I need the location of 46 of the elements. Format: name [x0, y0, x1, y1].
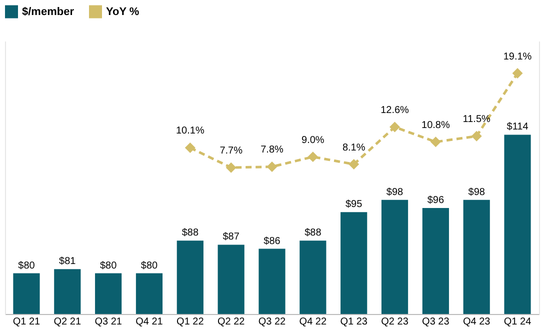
- data-label: 9.0%: [302, 134, 324, 146]
- x-tick-label: Q1 24: [504, 316, 532, 328]
- x-tick-label: Q3 21: [94, 316, 122, 328]
- point: [308, 152, 318, 162]
- point: [512, 68, 523, 79]
- x-tick-label: Q3 22: [258, 316, 286, 328]
- data-label: $96: [427, 195, 444, 206]
- x-tick-label: Q4 21: [136, 316, 164, 328]
- x-tick-label: Q2 22: [217, 316, 246, 328]
- data-label: 12.6%: [380, 105, 410, 116]
- data-label: $98: [468, 186, 486, 198]
- point: [184, 142, 196, 153]
- x-tick-label: Q4 22: [299, 316, 327, 328]
- x-tick-label: Q2 21: [54, 316, 82, 328]
- data-label: $88: [182, 228, 199, 239]
- data-label: 19.1%: [503, 51, 532, 62]
- x-tick-label: Q1 22: [176, 316, 204, 328]
- data-label: $80: [18, 260, 36, 272]
- x-tick-label: Q3 23: [422, 316, 450, 328]
- point: [390, 122, 400, 132]
- data-label: $88: [304, 228, 322, 239]
- data-label: 7.8%: [260, 144, 284, 156]
- data-label: 11.5%: [462, 114, 491, 126]
- data-label: $81: [59, 256, 76, 268]
- point: [471, 130, 482, 142]
- x-tick-label: Q1 21: [12, 316, 41, 328]
- data-label: $80: [100, 260, 118, 272]
- data-label: $87: [222, 232, 240, 243]
- data-label: $98: [386, 186, 404, 198]
- point: [226, 162, 236, 173]
- point: [266, 162, 278, 172]
- data-label: 10.8%: [422, 120, 450, 131]
- data-label: $95: [345, 199, 363, 210]
- data-label: 10.1%: [176, 126, 204, 137]
- point: [430, 136, 441, 148]
- x-tick-label: Q4 23: [462, 316, 491, 328]
- point: [348, 159, 360, 170]
- data-label: 7.7%: [220, 146, 243, 157]
- data-label: 8.1%: [342, 142, 366, 154]
- data-label: $86: [264, 236, 281, 247]
- data-label: $114: [506, 122, 529, 133]
- x-tick-label: Q2 23: [381, 316, 409, 328]
- legend-label: $/member: [22, 6, 75, 18]
- legend-label: YoY %: [106, 6, 140, 18]
- x-tick-label: Q1 23: [340, 316, 368, 328]
- data-label: $80: [140, 260, 158, 272]
